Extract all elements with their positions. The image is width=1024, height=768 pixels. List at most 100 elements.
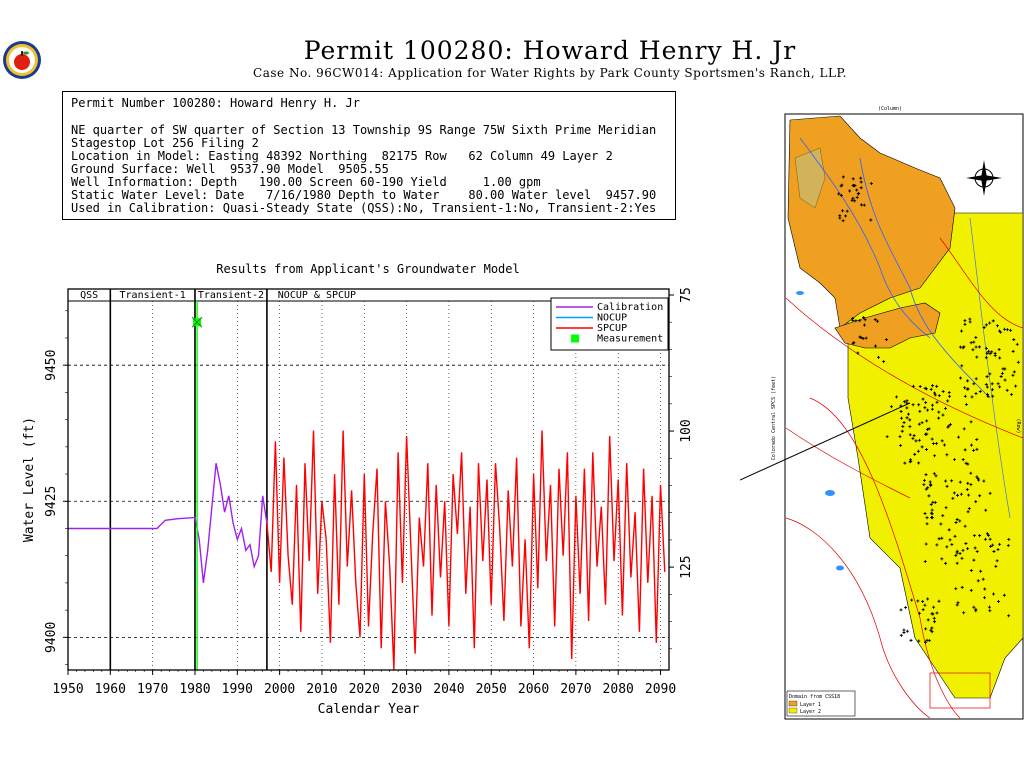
- well-marker: [962, 611, 966, 615]
- legend-label: Calibration: [597, 302, 663, 313]
- well-marker: [975, 355, 979, 359]
- well-marker: [923, 406, 927, 410]
- well-marker: [932, 616, 936, 620]
- well-marker: [1002, 593, 1006, 597]
- well-marker: [928, 480, 932, 484]
- well-marker: [937, 537, 941, 541]
- well-marker: [935, 611, 939, 615]
- well-marker: [841, 209, 845, 213]
- well-marker: [982, 479, 986, 483]
- well-marker: [966, 547, 970, 551]
- x-tick-label: 2010: [306, 682, 337, 697]
- well-marker: [924, 447, 928, 451]
- page-subtitle: Case No. 96CW014: Application for Water …: [253, 66, 847, 80]
- well-marker: [933, 391, 937, 395]
- apple-logo-icon: [3, 41, 41, 79]
- well-marker: [929, 484, 933, 488]
- well-marker: [1014, 384, 1018, 388]
- well-marker: [998, 542, 1002, 546]
- well-marker: [958, 519, 962, 523]
- well-marker: [922, 478, 926, 482]
- well-location-leader: [740, 402, 911, 481]
- compass-rose-icon: [966, 160, 1002, 196]
- well-marker: [991, 543, 995, 547]
- well-marker: [862, 315, 866, 319]
- measurement-cross: [191, 316, 203, 328]
- well-marker: [864, 336, 868, 340]
- well-marker: [901, 424, 905, 428]
- well-marker: [940, 557, 944, 561]
- road-line: [785, 427, 911, 499]
- well-marker: [995, 559, 999, 563]
- well-marker: [873, 344, 877, 348]
- well-marker: [1011, 373, 1015, 377]
- well-marker: [918, 409, 922, 413]
- well-marker: [989, 544, 993, 548]
- well-marker: [837, 192, 841, 196]
- well-marker: [916, 599, 920, 603]
- permit-info-box: Permit Number 100280: Howard Henry H. Jr…: [62, 91, 676, 220]
- well-marker: [908, 418, 912, 422]
- well-marker: [986, 394, 990, 398]
- axis-ticks: [63, 294, 674, 675]
- legend-label: Measurement: [597, 334, 663, 345]
- well-marker: [911, 403, 915, 407]
- well-marker: [981, 577, 985, 581]
- well-marker: [926, 427, 930, 431]
- well-marker: [952, 491, 956, 495]
- well-marker: [990, 388, 994, 392]
- well-marker: [916, 449, 920, 453]
- well-marker: [930, 407, 934, 411]
- well-marker: [997, 348, 1001, 352]
- well-marker: [925, 522, 929, 526]
- well-marker: [958, 345, 962, 349]
- well-marker: [954, 587, 958, 591]
- chart-series: [68, 301, 666, 671]
- well-marker: [859, 180, 863, 184]
- well-marker: [945, 545, 949, 549]
- well-marker: [988, 609, 992, 613]
- river-line: [799, 137, 931, 339]
- well-marker: [905, 406, 909, 410]
- well-marker: [858, 319, 862, 323]
- well-marker: [884, 338, 888, 342]
- well-marker: [961, 346, 965, 350]
- subdivision-line: Stagestop Lot 256 Filing 2: [71, 136, 259, 150]
- map-legend: Domain from CSS18 Layer 1 Layer 2: [786, 690, 856, 717]
- well-marker: [969, 471, 973, 475]
- well-marker: [947, 528, 951, 532]
- well-marker: [939, 522, 943, 526]
- well-marker: [984, 382, 988, 386]
- period-label: Transient-1: [120, 290, 186, 301]
- well-marker: [941, 413, 945, 417]
- well-marker: [882, 360, 886, 364]
- well-marker: [914, 439, 918, 443]
- well-marker: [1012, 338, 1016, 342]
- well-marker: [862, 323, 866, 327]
- well-marker: [899, 608, 903, 612]
- well-marker: [996, 547, 1000, 551]
- groundwater-chart: QSS Transient-1 Transient-2 NOCUP & SPCUP 1…: [22, 287, 690, 717]
- well-marker: [961, 548, 965, 552]
- x-tick-label: 2000: [264, 682, 295, 697]
- y2-tick-label: 100: [679, 419, 690, 442]
- well-marker: [851, 341, 855, 345]
- well-marker: [869, 181, 873, 185]
- x-tick-label: 1970: [137, 682, 168, 697]
- well-marker: [908, 433, 912, 437]
- x-tick-label: 1990: [222, 682, 253, 697]
- well-marker: [986, 392, 990, 396]
- well-marker: [913, 452, 917, 456]
- well-marker: [940, 439, 944, 443]
- well-marker: [941, 514, 945, 518]
- well-marker: [972, 448, 976, 452]
- well-marker: [969, 588, 973, 592]
- well-marker: [996, 382, 1000, 386]
- well-marker: [905, 399, 909, 403]
- well-marker: [930, 403, 934, 407]
- well-marker: [974, 500, 978, 504]
- well-marker: [954, 521, 958, 525]
- well-marker: [972, 340, 976, 344]
- well-marker: [918, 611, 922, 615]
- well-marker: [861, 337, 865, 341]
